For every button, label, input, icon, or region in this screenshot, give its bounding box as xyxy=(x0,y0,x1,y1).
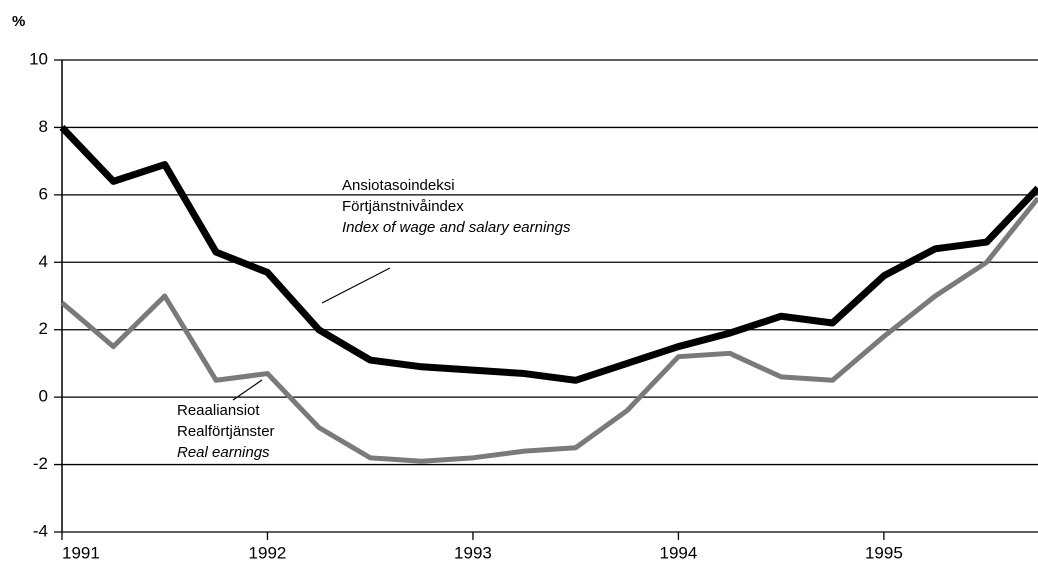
series-label: Real earnings xyxy=(177,444,270,461)
annotation: Ansiotasoindeksi xyxy=(342,177,455,194)
series-line xyxy=(60,196,1038,464)
annotation: Reaaliansiot xyxy=(177,402,260,419)
x-tick-label: 1995 xyxy=(865,543,903,562)
annotation: Realförtjänster xyxy=(177,423,275,440)
y-tick-label: 10 xyxy=(29,49,48,68)
series-line xyxy=(59,125,1038,384)
annotation: Förtjänstnivåindex xyxy=(342,198,464,215)
y-tick-label: 6 xyxy=(39,184,48,203)
x-tick-label: 1993 xyxy=(454,543,492,562)
x-tick-label: 1994 xyxy=(660,543,698,562)
leader-line xyxy=(321,267,391,304)
y-tick-label: 2 xyxy=(39,319,48,338)
y-tick-label: 0 xyxy=(39,387,48,406)
x-tick-label: 1992 xyxy=(249,543,287,562)
y-tick-label: 4 xyxy=(39,252,48,271)
y-tick-label: -2 xyxy=(33,454,48,473)
y-tick-label: 8 xyxy=(39,117,48,136)
series-label: Index of wage and salary earnings xyxy=(342,219,571,236)
x-tick-label: 1991 xyxy=(62,543,100,562)
y-tick-label: -4 xyxy=(33,521,48,540)
y-axis-label: % xyxy=(12,13,25,30)
